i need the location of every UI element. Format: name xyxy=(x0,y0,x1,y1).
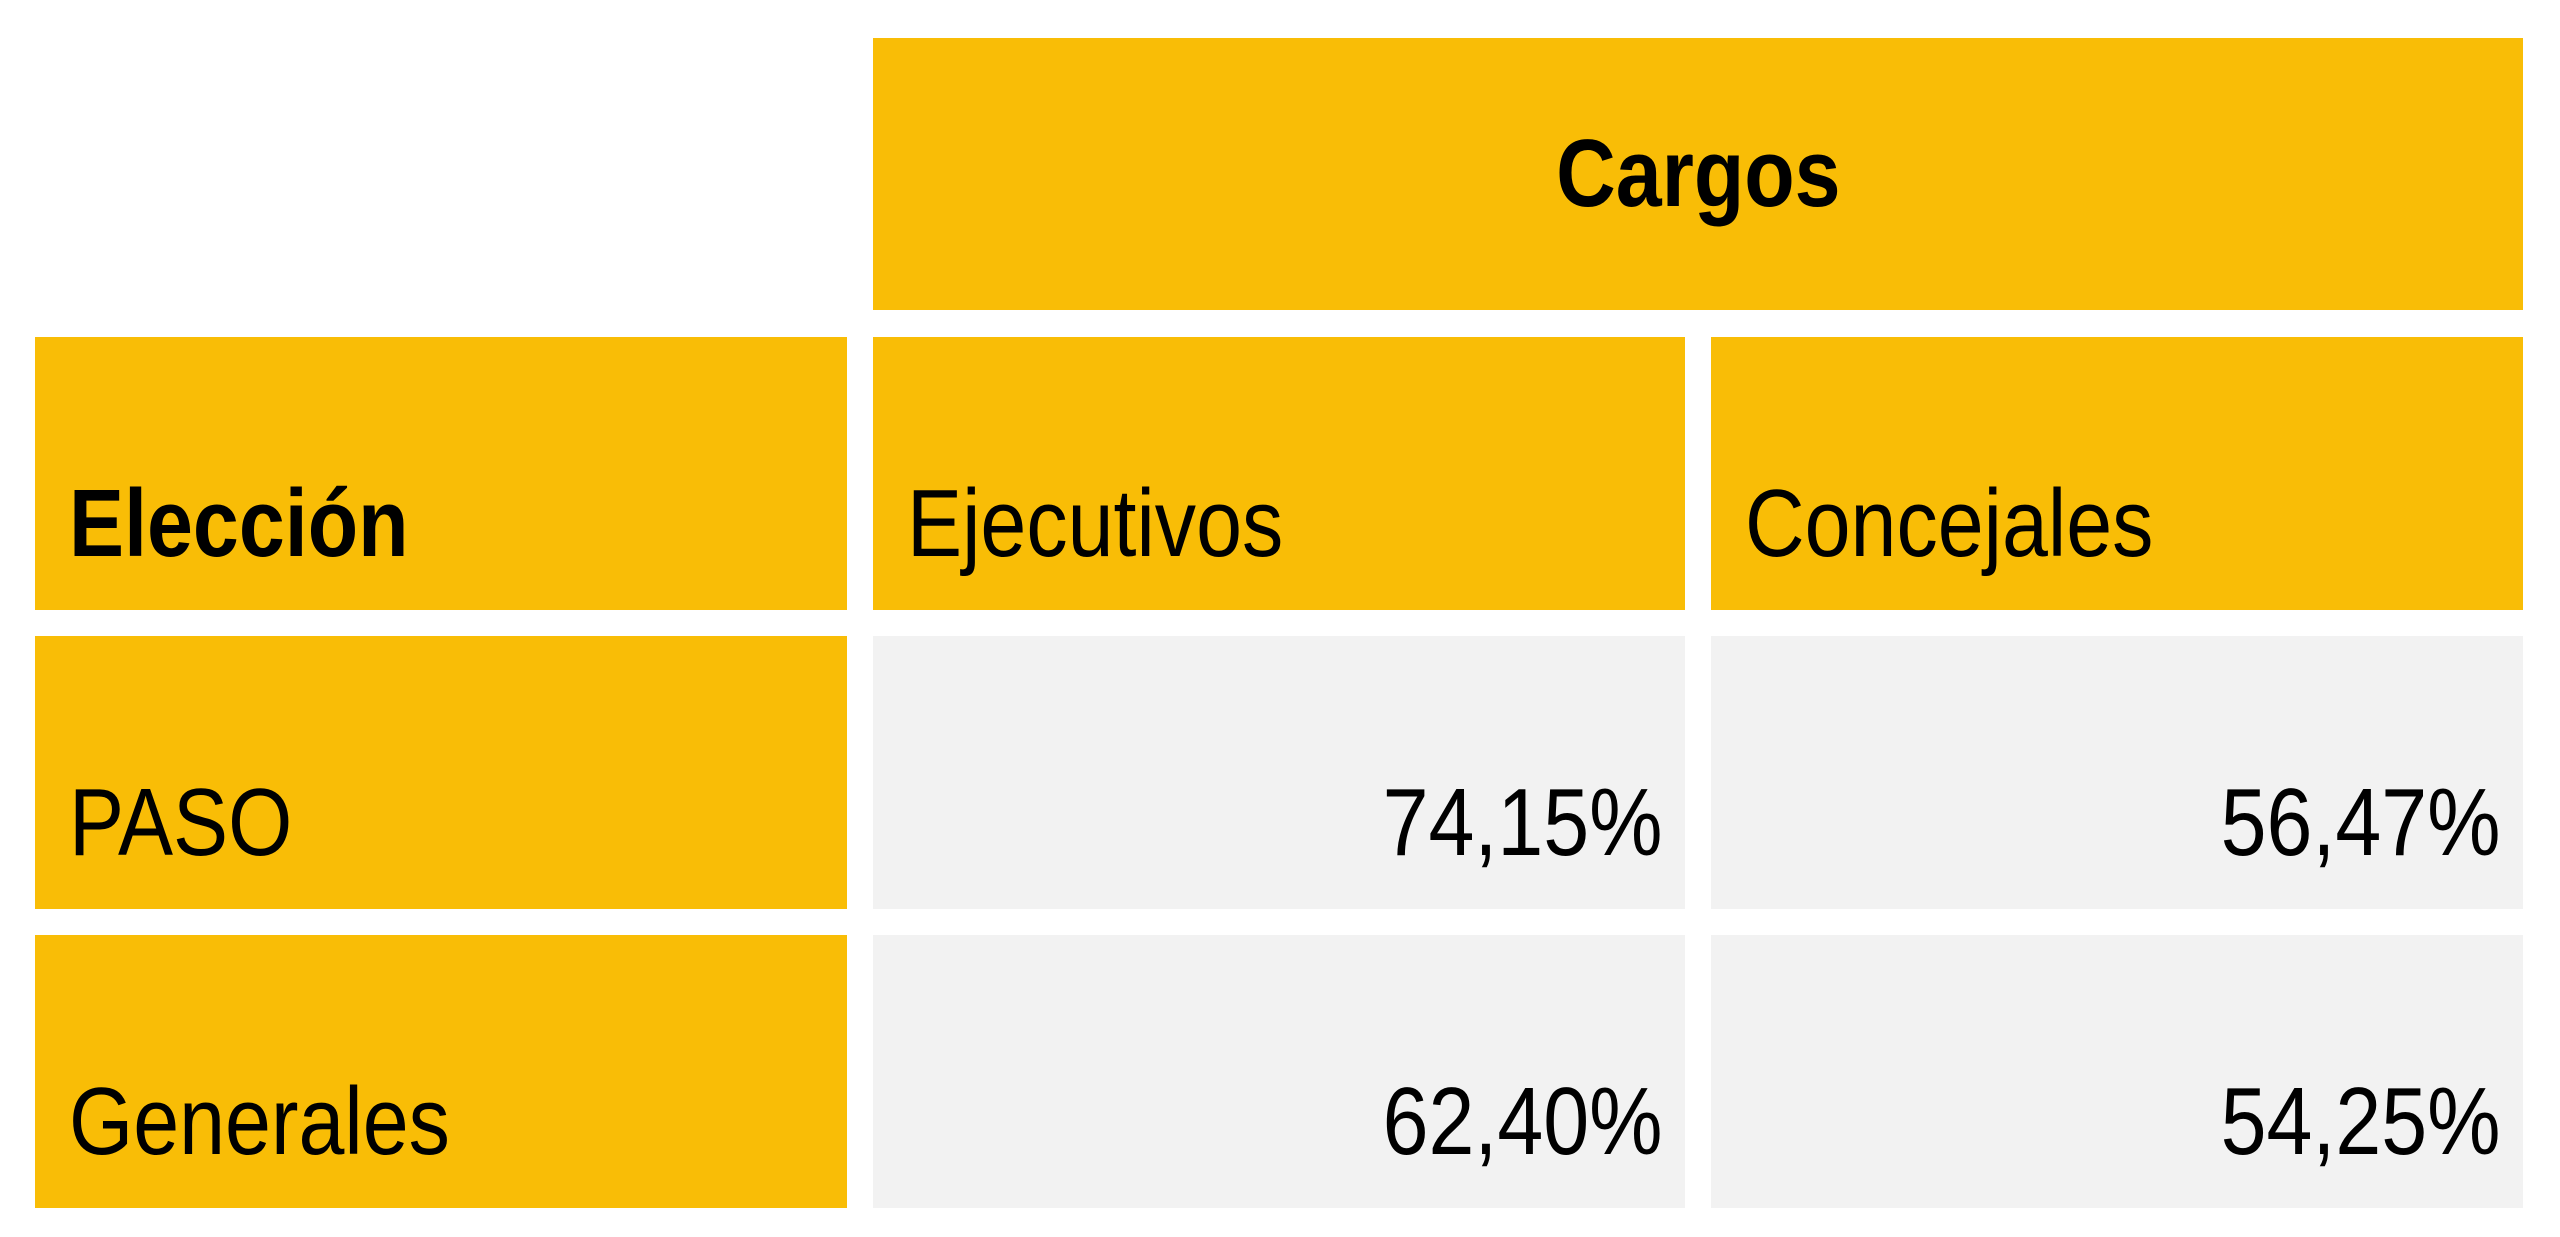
header-ejecutivos-label: Ejecutivos xyxy=(907,470,1284,577)
row-label-text: Generales xyxy=(69,1068,450,1175)
row-label-generales: Generales xyxy=(35,935,847,1208)
value-cell: 56,47% xyxy=(1711,636,2523,909)
row-label-text: PASO xyxy=(69,769,293,876)
value-cell: 54,25% xyxy=(1711,935,2523,1208)
value-generales-concejales: 54,25% xyxy=(2220,1068,2501,1175)
header-ejecutivos: Ejecutivos xyxy=(873,337,1685,610)
header-cargos: Cargos xyxy=(873,38,2523,310)
row-label-paso: PASO xyxy=(35,636,847,909)
header-concejales-label: Concejales xyxy=(1745,470,2154,577)
header-eleccion: Elección xyxy=(35,337,847,610)
value-generales-ejecutivos: 62,40% xyxy=(1382,1068,1663,1175)
value-paso-ejecutivos: 74,15% xyxy=(1382,769,1663,876)
value-cell: 74,15% xyxy=(873,636,1685,909)
value-paso-concejales: 56,47% xyxy=(2220,769,2501,876)
header-concejales: Concejales xyxy=(1711,337,2523,610)
header-cargos-label: Cargos xyxy=(1555,120,1841,227)
header-eleccion-label: Elección xyxy=(69,470,409,577)
value-cell: 62,40% xyxy=(873,935,1685,1208)
